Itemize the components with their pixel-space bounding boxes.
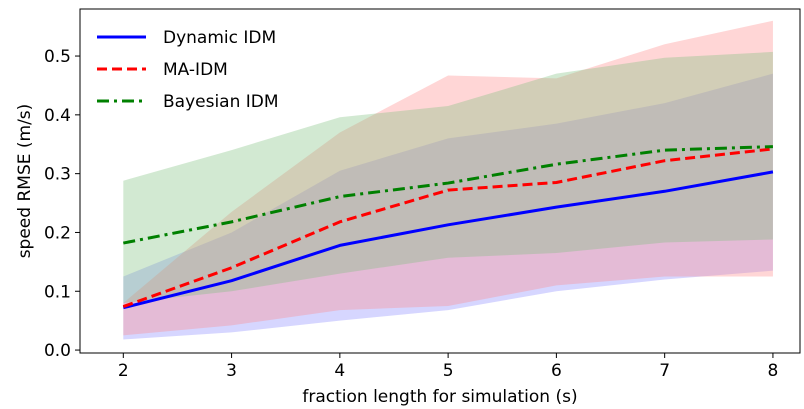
x-tick-label: 2	[118, 361, 129, 381]
line-dynamic-idm	[122, 170, 774, 310]
x-tick-label: 5	[443, 361, 454, 381]
y-axis: 0.0 0.1 0.2 0.3 0.4 0.5	[44, 47, 80, 361]
line-bayesian-idm	[123, 145, 773, 245]
legend: Dynamic IDM MA-IDM Bayesian IDM	[97, 28, 279, 112]
line-ma-idm	[122, 147, 774, 308]
legend-label-ma-idm: MA-IDM	[163, 60, 228, 80]
x-axis-label: fraction length for simulation (s)	[302, 387, 577, 407]
x-tick-label: 7	[659, 361, 670, 381]
x-tick-label: 3	[226, 361, 237, 381]
y-tick-label: 0.3	[44, 165, 71, 185]
x-tick-label: 4	[334, 361, 345, 381]
x-tick-label: 8	[768, 361, 779, 381]
band-ma-idm	[123, 20, 773, 336]
band-bayesian-idm	[123, 51, 773, 304]
y-axis-label: speed RMSE (m/s)	[15, 104, 35, 259]
y-tick-label: 0.5	[44, 47, 71, 67]
y-tick-label: 0.4	[44, 106, 71, 126]
band-dynamic-idm	[123, 73, 773, 340]
legend-label-bayesian-idm: Bayesian IDM	[163, 92, 279, 112]
legend-label-dynamic-idm: Dynamic IDM	[163, 28, 276, 48]
y-tick-label: 0.2	[44, 223, 71, 243]
confidence-bands	[123, 20, 773, 340]
y-tick-label: 0.0	[44, 341, 71, 361]
series-lines	[122, 145, 774, 310]
y-tick-label: 0.1	[44, 282, 71, 302]
x-tick-label: 6	[551, 361, 562, 381]
x-axis: 2 3 4 5 6 7 8	[118, 353, 778, 381]
plot-frame	[79, 8, 801, 354]
